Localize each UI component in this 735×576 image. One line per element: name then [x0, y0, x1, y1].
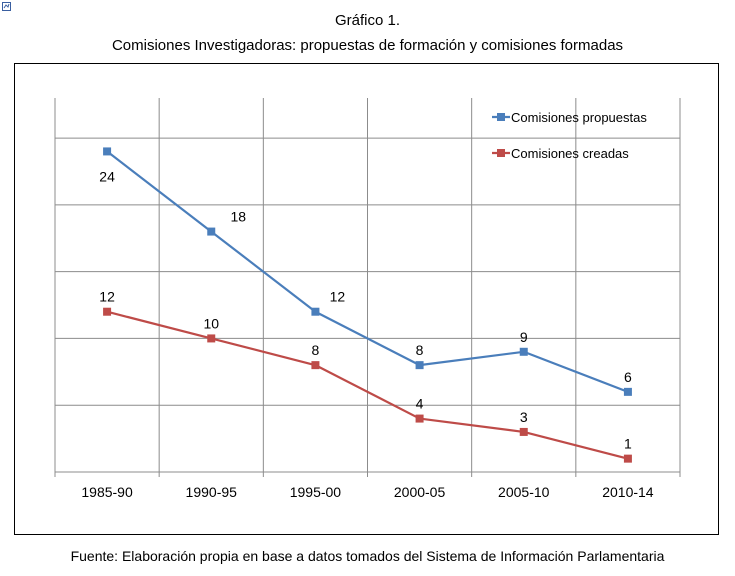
chart-frame: [14, 63, 719, 535]
data-point-marker: [519, 427, 528, 436]
data-point-marker: [207, 334, 216, 343]
data-point-marker: [311, 307, 320, 316]
series-line-creadas: [106, 310, 629, 460]
data-label: 4: [416, 396, 424, 412]
data-point-marker: [623, 454, 632, 463]
x-tick-label: 2010-14: [602, 484, 654, 500]
series-line-propuestas: [106, 150, 629, 393]
data-point-marker: [415, 414, 424, 423]
legend-marker: [497, 113, 505, 121]
x-tick-label: 1990-95: [186, 484, 238, 500]
data-label: 6: [624, 369, 632, 385]
x-tick-label: 2000-05: [394, 484, 446, 500]
data-label: 10: [203, 315, 219, 331]
data-label: 12: [330, 289, 346, 305]
x-tick-label: 1985-90: [81, 484, 133, 500]
data-label: 18: [230, 209, 246, 225]
data-point-marker: [415, 361, 424, 370]
chart-title: Comisiones Investigadoras: propuestas de…: [111, 37, 624, 54]
data-label: 3: [520, 409, 528, 425]
data-point-marker: [103, 147, 112, 156]
data-label: 8: [416, 342, 424, 358]
legend-entry: Comisiones propuestas: [511, 110, 647, 125]
legend-marker: [497, 149, 505, 157]
data-label: 24: [99, 168, 115, 184]
corner-marker-icon: [2, 2, 11, 11]
data-point-marker: [103, 307, 112, 316]
data-label: 8: [312, 342, 320, 358]
x-tick-label: 2005-10: [498, 484, 550, 500]
data-label: 1: [624, 436, 632, 452]
chart-title-number: Gráfico 1.: [334, 12, 401, 29]
data-label: 9: [520, 329, 528, 345]
data-point-marker: [311, 361, 320, 370]
data-point-marker: [623, 387, 632, 396]
x-tick-label: 1995-00: [290, 484, 342, 500]
data-label: 12: [99, 289, 115, 305]
data-point-marker: [519, 347, 528, 356]
data-point-marker: [207, 227, 216, 236]
source-note: Fuente: Elaboración propia en base a dat…: [70, 548, 665, 564]
legend-entry: Comisiones creadas: [511, 146, 629, 161]
